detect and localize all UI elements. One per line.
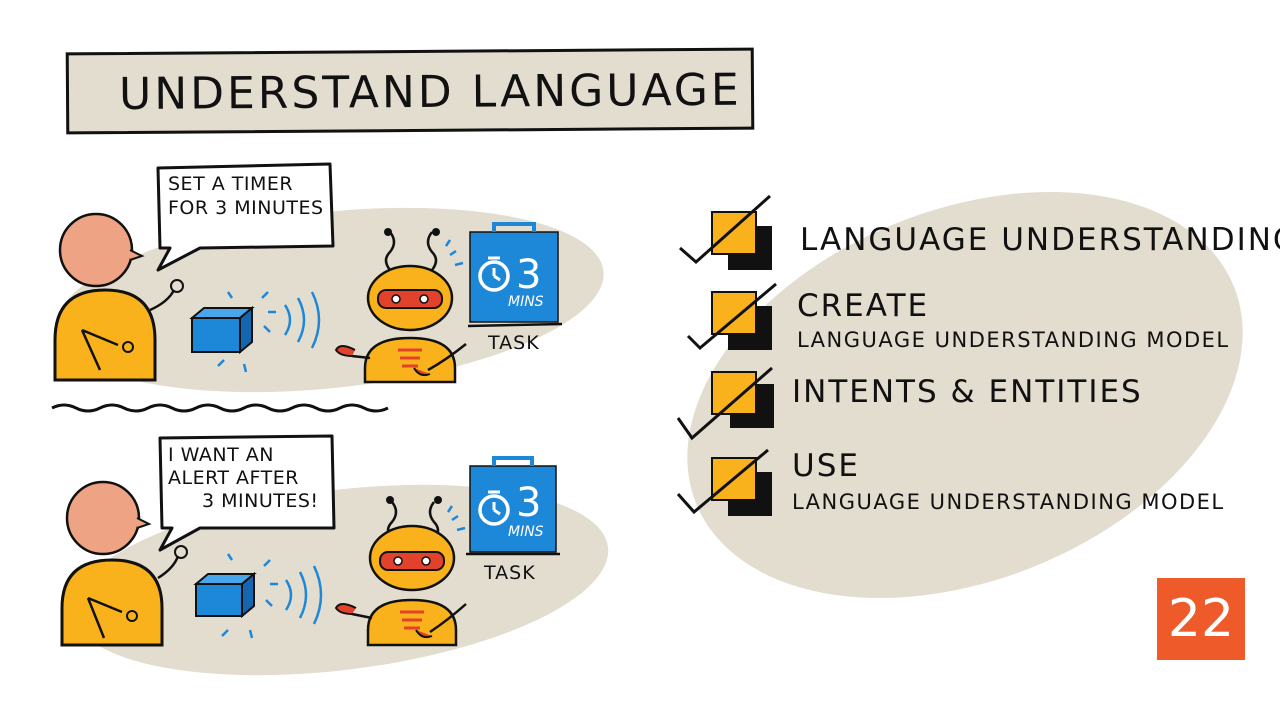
scene-bottom (60, 434, 560, 647)
scene-top (53, 162, 563, 384)
background-blob-right (687, 191, 1243, 599)
checklist-item-4-title: USE (792, 448, 860, 484)
checklist-item-2-subtitle: LANGUAGE UNDERSTANDING MODEL (797, 328, 1230, 352)
smart-speaker-bottom (193, 571, 257, 619)
sound-waves-top (217, 291, 321, 373)
checkbox-3 (676, 366, 774, 441)
divider-wavy-line (51, 403, 389, 413)
speech-line: I WANT AN (168, 444, 274, 466)
robot-top (334, 228, 467, 384)
checklist-item-2-title: CREATE (797, 288, 930, 324)
speech-bubble-bottom (158, 434, 336, 552)
task-label-bottom: TASK (484, 562, 536, 584)
speech-line: ALERT AFTER (168, 467, 299, 489)
speech-text-top: SET A TIMER FOR 3 MINUTES (168, 172, 324, 220)
checkbox-2 (686, 282, 777, 351)
checklist-item-1-title: LANGUAGE UNDERSTANDING (800, 222, 1280, 258)
checkbox-4 (676, 448, 772, 516)
timer-unit-top: MINS (508, 294, 544, 310)
timer-card-top (467, 222, 563, 328)
person-body-top (53, 288, 157, 382)
speech-line: 3 MINUTES! (202, 490, 319, 512)
smart-speaker-top (189, 305, 255, 355)
lesson-number-badge: 22 (1157, 578, 1245, 660)
person-head-bottom (65, 480, 141, 556)
checklist-item-3-title: INTENTS & ENTITIES (792, 374, 1143, 410)
timer-number-top: 3 (516, 252, 542, 298)
person-head-top (58, 212, 134, 288)
task-label-top: TASK (488, 332, 540, 354)
speech-line: SET A TIMER (168, 173, 294, 195)
speech-line: FOR 3 MINUTES (168, 197, 324, 219)
checklist-item-4-subtitle: LANGUAGE UNDERSTANDING MODEL (792, 490, 1225, 514)
page-title: UNDERSTAND LANGUAGE (118, 64, 742, 121)
timer-unit-bottom: MINS (508, 524, 544, 540)
timer-number-bottom: 3 (516, 480, 542, 526)
timer-card-bottom (466, 456, 560, 556)
speech-text-bottom: I WANT AN ALERT AFTER 3 MINUTES! (168, 444, 319, 513)
person-body-bottom (60, 558, 164, 647)
speech-bubble-top (156, 162, 335, 272)
checkbox-1 (679, 194, 772, 270)
title-box: UNDERSTAND LANGUAGE (65, 47, 755, 135)
robot-bottom (334, 496, 467, 647)
sound-waves-bottom (221, 553, 323, 639)
